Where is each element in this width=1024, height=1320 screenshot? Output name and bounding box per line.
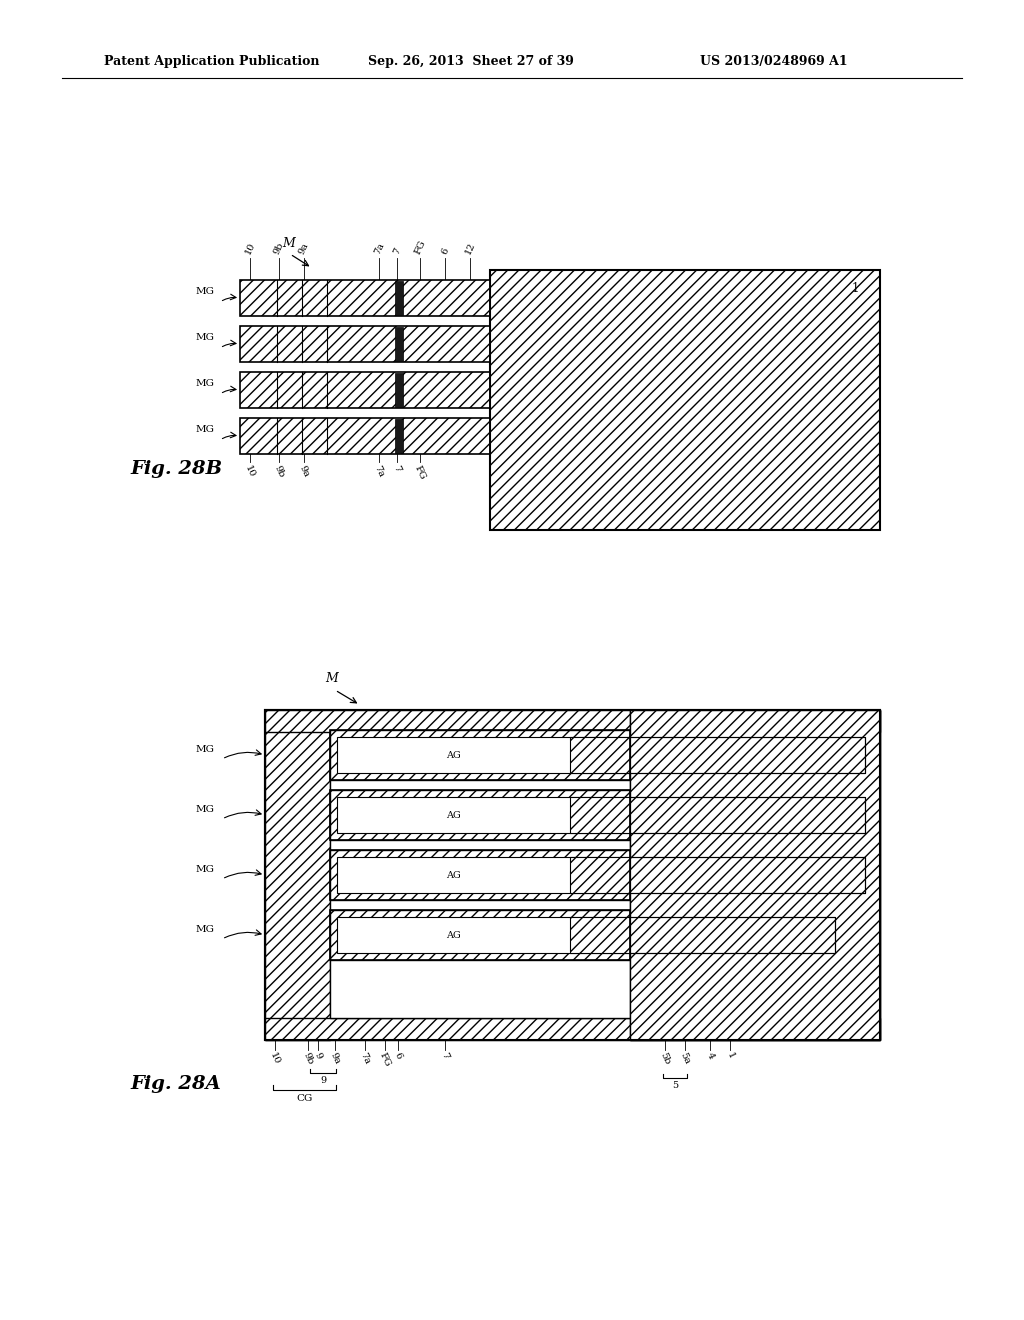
Text: 9b: 9b bbox=[301, 1051, 314, 1067]
Text: 5b: 5b bbox=[658, 1051, 672, 1067]
Text: FG: FG bbox=[413, 465, 427, 480]
Text: 4: 4 bbox=[705, 1051, 716, 1060]
Bar bbox=[330, 789, 630, 840]
Text: CG: CG bbox=[296, 1094, 312, 1104]
Text: 9b: 9b bbox=[272, 465, 286, 479]
Text: 9b: 9b bbox=[272, 242, 286, 256]
Text: AG: AG bbox=[446, 931, 461, 940]
Text: 5a: 5a bbox=[679, 1051, 691, 1065]
Bar bbox=[265, 710, 880, 1040]
Bar bbox=[330, 909, 630, 960]
Text: Fig. 28B: Fig. 28B bbox=[130, 459, 222, 478]
Bar bbox=[570, 917, 630, 953]
Bar bbox=[330, 730, 630, 780]
Text: Patent Application Publication: Patent Application Publication bbox=[104, 55, 319, 69]
Bar bbox=[630, 737, 865, 774]
Text: 7: 7 bbox=[391, 465, 402, 474]
Text: 9a: 9a bbox=[297, 242, 310, 256]
Text: 10: 10 bbox=[244, 465, 257, 479]
Bar bbox=[337, 917, 630, 953]
Text: 7a: 7a bbox=[373, 242, 386, 256]
Text: 6: 6 bbox=[439, 247, 451, 256]
Bar bbox=[630, 710, 880, 1040]
Text: MG: MG bbox=[196, 334, 215, 342]
Bar bbox=[570, 737, 630, 774]
Text: MG: MG bbox=[196, 865, 215, 874]
Text: 1: 1 bbox=[725, 1051, 735, 1060]
Bar bbox=[330, 909, 630, 960]
Text: Sep. 26, 2013  Sheet 27 of 39: Sep. 26, 2013 Sheet 27 of 39 bbox=[368, 55, 573, 69]
Text: M: M bbox=[325, 672, 338, 685]
Bar bbox=[630, 737, 865, 774]
Bar bbox=[337, 857, 630, 894]
Text: 12: 12 bbox=[463, 240, 477, 256]
Bar bbox=[265, 710, 880, 733]
Text: M: M bbox=[282, 238, 295, 249]
Bar bbox=[395, 374, 403, 407]
Text: 7: 7 bbox=[439, 1051, 451, 1060]
Bar bbox=[570, 857, 630, 894]
Bar bbox=[330, 733, 630, 1018]
Text: MG: MG bbox=[196, 380, 215, 388]
Text: MG: MG bbox=[196, 288, 215, 297]
Text: FG: FG bbox=[413, 239, 427, 256]
Text: MG: MG bbox=[196, 744, 215, 754]
Bar bbox=[330, 850, 630, 900]
Text: 9a: 9a bbox=[329, 1051, 342, 1065]
Text: AG: AG bbox=[446, 751, 461, 759]
Text: 1: 1 bbox=[851, 281, 859, 294]
Bar bbox=[337, 737, 630, 774]
Bar bbox=[630, 797, 865, 833]
Text: Fig. 28A: Fig. 28A bbox=[130, 1074, 221, 1093]
Bar bbox=[240, 418, 490, 454]
Bar bbox=[630, 710, 880, 1040]
Bar bbox=[395, 281, 403, 315]
Text: AG: AG bbox=[446, 810, 461, 820]
Text: 7: 7 bbox=[391, 247, 402, 256]
Bar bbox=[395, 418, 403, 453]
Bar bbox=[240, 326, 490, 362]
Text: US 2013/0248969 A1: US 2013/0248969 A1 bbox=[700, 55, 848, 69]
Text: AG: AG bbox=[446, 870, 461, 879]
Bar bbox=[630, 917, 835, 953]
Text: 6: 6 bbox=[392, 1051, 403, 1060]
Bar bbox=[265, 1018, 880, 1040]
Bar bbox=[630, 857, 865, 894]
Text: MG: MG bbox=[196, 425, 215, 434]
Bar bbox=[265, 710, 880, 1040]
Text: 10: 10 bbox=[268, 1051, 282, 1067]
Bar bbox=[330, 850, 630, 900]
Text: 9: 9 bbox=[319, 1076, 326, 1085]
Bar bbox=[490, 271, 880, 531]
Bar bbox=[265, 710, 330, 1040]
Text: 5: 5 bbox=[672, 1081, 678, 1090]
Bar bbox=[630, 857, 865, 894]
Bar bbox=[395, 327, 403, 360]
Bar bbox=[240, 372, 490, 408]
Bar bbox=[630, 917, 835, 953]
Bar bbox=[240, 280, 490, 315]
Text: 7a: 7a bbox=[373, 465, 386, 479]
Bar bbox=[570, 797, 630, 833]
Text: FG: FG bbox=[378, 1051, 392, 1068]
Text: MG: MG bbox=[196, 924, 215, 933]
Text: MG: MG bbox=[196, 804, 215, 813]
Bar bbox=[330, 789, 630, 840]
Bar bbox=[337, 797, 630, 833]
Text: 9: 9 bbox=[312, 1051, 324, 1060]
Text: 7a: 7a bbox=[358, 1051, 372, 1065]
Text: 10: 10 bbox=[244, 242, 257, 256]
Bar bbox=[330, 730, 630, 780]
Text: 9a: 9a bbox=[297, 465, 310, 479]
Bar bbox=[630, 797, 865, 833]
